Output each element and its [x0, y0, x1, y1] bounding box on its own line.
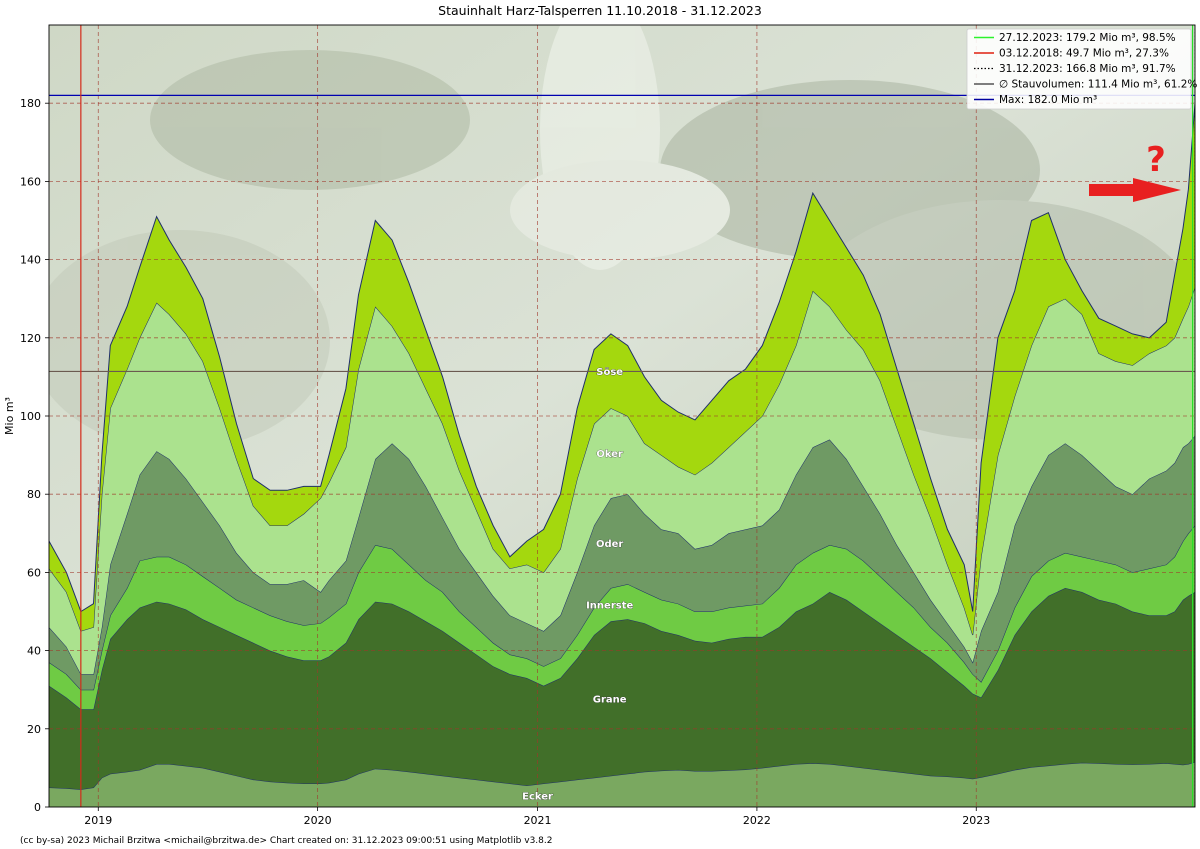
grid-lines [49, 25, 1195, 807]
legend: 27.12.2023: 179.2 Mio m³, 98.5% 03.12.201… [966, 28, 1197, 110]
x-tick-label: 2021 [524, 814, 552, 827]
y-tick-label: 100 [20, 410, 41, 423]
legend-entry-label: 31.12.2023: 166.8 Mio m³, 91.7% [999, 63, 1176, 75]
annotation-question-mark: ? [1146, 140, 1166, 180]
y-axis-label: Mio m³ [3, 397, 16, 435]
x-tick-label: 2023 [962, 814, 990, 827]
area-grane [49, 588, 1195, 790]
x-tick-label: 2020 [304, 814, 332, 827]
legend-entry-label: ∅ Stauvolumen: 111.4 Mio m³, 61.2% [999, 79, 1197, 91]
x-tick-label: 2022 [743, 814, 771, 827]
x-tick-label: 2019 [84, 814, 112, 827]
area-oder [49, 435, 1195, 690]
legend-box [966, 28, 1192, 110]
layer-label-ecker: Ecker [522, 791, 553, 802]
chart-title: Stauinhalt Harz-Talsperren 11.10.2018 - … [438, 3, 762, 18]
layer-label-sose: Söse [596, 367, 623, 378]
y-tick-label: 160 [20, 175, 41, 188]
legend-entry-label: Max: 182.0 Mio m³ [999, 94, 1097, 106]
area-oker [49, 287, 1195, 675]
y-tick-label: 80 [27, 488, 41, 501]
annotation-arrow-icon [1089, 178, 1181, 202]
y-tick-label: 60 [27, 566, 41, 579]
y-tick-label: 140 [20, 254, 41, 267]
layer-labels: Ecker Grane Innerste Oder Oker Söse [522, 367, 634, 803]
layer-label-oder: Oder [596, 539, 623, 550]
layer-label-innerste: Innerste [586, 601, 633, 612]
y-tick-label: 0 [34, 801, 41, 814]
y-tick-label: 40 [27, 645, 41, 658]
area-layers [49, 103, 1195, 807]
y-tick-label: 20 [27, 723, 41, 736]
legend-entry-label: 27.12.2023: 179.2 Mio m³, 98.5% [999, 32, 1176, 44]
y-tick-label: 180 [20, 97, 41, 110]
outline-sose [49, 103, 1195, 613]
y-tick-label: 120 [20, 332, 41, 345]
layer-label-oker: Oker [596, 449, 623, 460]
x-axis: 2019 2020 2021 2022 2023 [84, 807, 990, 827]
area-sose [49, 103, 1195, 635]
area-innerste [49, 525, 1195, 710]
layer-label-grane: Grane [593, 694, 627, 705]
legend-entry-label: 03.12.2018: 49.7 Mio m³, 27.3% [999, 48, 1169, 60]
footer-credit: (cc by-sa) 2023 Michail Brzitwa <michail… [20, 836, 552, 846]
y-axis: 0 20 40 60 80 100 120 140 160 180 [20, 97, 49, 814]
annotation: ? [1089, 140, 1181, 202]
